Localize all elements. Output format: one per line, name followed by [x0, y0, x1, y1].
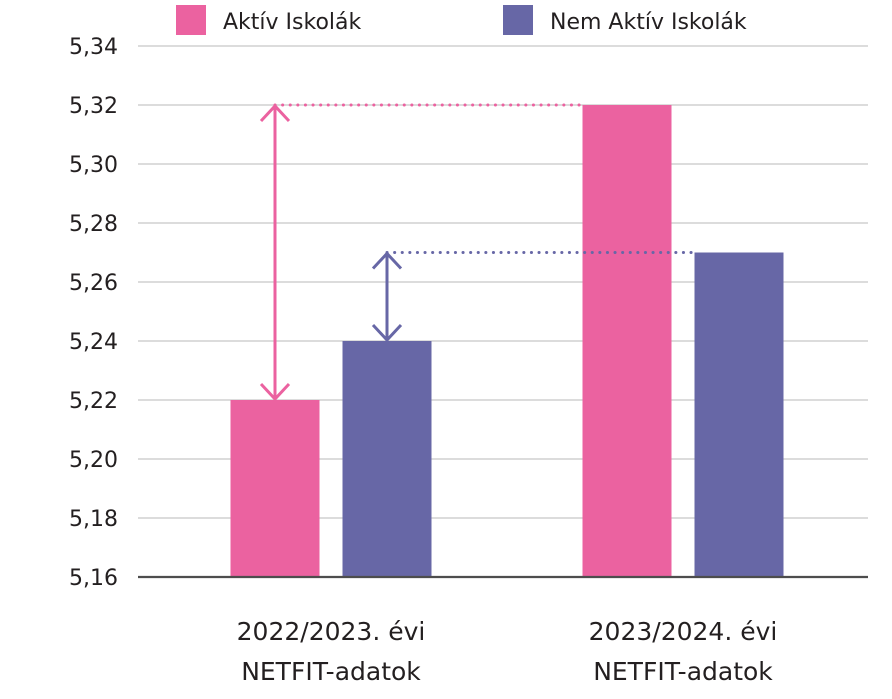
- bar: [582, 105, 672, 577]
- legend-item: Aktív Iskolák: [176, 5, 362, 35]
- change-annotations: [259, 103, 696, 402]
- legend-label: Aktív Iskolák: [223, 10, 362, 35]
- category-label: 2023/2024. évi: [589, 617, 778, 646]
- legend-swatch: [503, 5, 533, 35]
- change-arrow: [259, 103, 584, 402]
- y-tick-label: 5,34: [69, 35, 118, 60]
- arrowhead-down: [371, 323, 403, 343]
- category-labels: 2022/2023. évi NETFIT-adatok 2023/2024. év…: [237, 617, 778, 686]
- arrowhead-up: [371, 251, 403, 270]
- category-label: NETFIT-adatok: [593, 657, 773, 686]
- bar: [694, 252, 784, 577]
- arrowhead-down: [259, 382, 291, 402]
- y-tick-label: 5,26: [69, 271, 118, 296]
- y-tick-label: 5,18: [69, 507, 118, 532]
- legend: Aktív Iskolák Nem Aktív Iskolák: [176, 5, 747, 35]
- arrowhead-up: [259, 103, 291, 123]
- legend-swatch: [176, 5, 206, 35]
- y-tick-label: 5,28: [69, 212, 118, 237]
- y-tick-label: 5,30: [69, 153, 118, 178]
- legend-item: Nem Aktív Iskolák: [503, 5, 747, 35]
- change-arrow: [371, 251, 696, 343]
- bar: [342, 341, 432, 577]
- category-label: 2022/2023. évi: [237, 617, 426, 646]
- y-axis-ticks: 5,16 5,18 5,20 5,22 5,24 5,26 5,28 5,30 5,32 5,34: [69, 35, 118, 591]
- y-tick-label: 5,32: [69, 94, 118, 119]
- category-label: NETFIT-adatok: [241, 657, 421, 686]
- y-tick-label: 5,20: [69, 448, 118, 473]
- bar: [230, 400, 320, 577]
- y-tick-label: 5,22: [69, 389, 118, 414]
- bars: [230, 105, 784, 577]
- legend-label: Nem Aktív Iskolák: [550, 10, 747, 35]
- y-tick-label: 5,16: [69, 566, 118, 591]
- y-tick-label: 5,24: [69, 330, 118, 355]
